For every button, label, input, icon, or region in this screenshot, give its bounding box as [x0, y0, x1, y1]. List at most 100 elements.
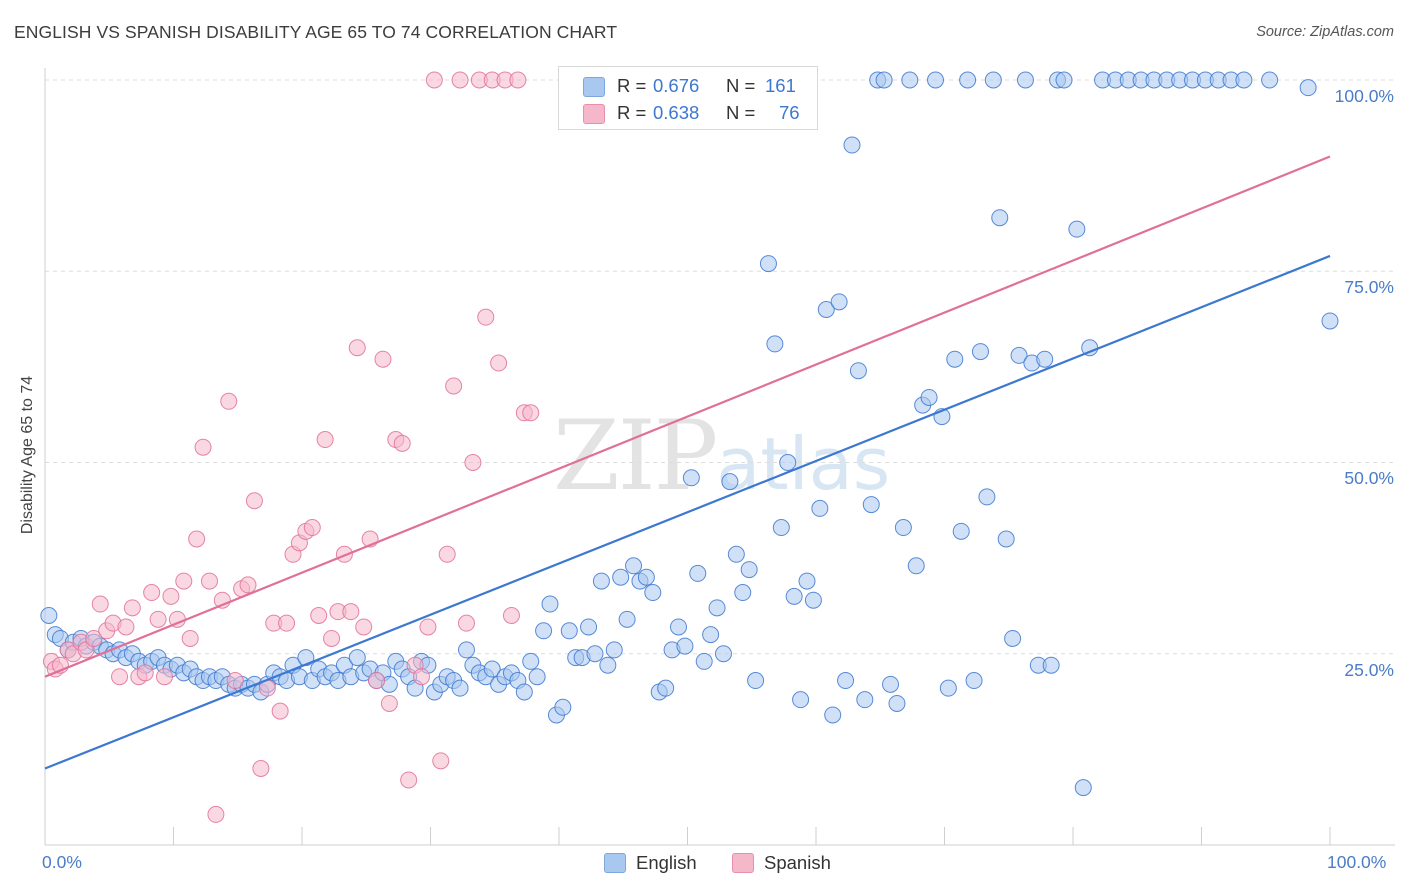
- spanish-point: [425, 71, 443, 89]
- watermark-atlas: atlas: [716, 422, 891, 506]
- english-point: [882, 675, 900, 693]
- english-legend-swatch: [604, 853, 626, 873]
- english-point: [965, 672, 983, 690]
- spanish-point: [393, 434, 411, 452]
- spanish-point: [464, 454, 482, 471]
- spanish-point: [419, 618, 437, 636]
- english-point: [888, 694, 906, 712]
- spanish-point: [457, 614, 475, 632]
- english-point: [1016, 71, 1034, 89]
- spanish-point: [143, 584, 161, 602]
- spanish-point: [432, 752, 450, 770]
- english-point: [785, 587, 803, 605]
- english-point: [997, 530, 1015, 548]
- english-point: [457, 641, 475, 659]
- english-point: [1074, 779, 1092, 797]
- english-point: [939, 679, 957, 697]
- english-point: [515, 683, 533, 701]
- english-point: [927, 71, 945, 89]
- spanish-point: [136, 664, 154, 682]
- spanish-point: [323, 629, 341, 647]
- english-point: [1299, 79, 1317, 97]
- english-point: [804, 591, 822, 609]
- english-point: [708, 599, 726, 617]
- english-point: [894, 519, 912, 537]
- english-point: [670, 618, 688, 636]
- english-point: [618, 610, 636, 628]
- axes: [44, 68, 1395, 846]
- english-point: [817, 301, 835, 318]
- spanish-point: [413, 668, 431, 686]
- spanish-point: [200, 572, 218, 590]
- english-point: [637, 568, 655, 586]
- english-point: [676, 637, 694, 655]
- spanish-point: [368, 672, 386, 690]
- spanish-trend-line: [44, 155, 1331, 678]
- english-point: [875, 71, 893, 89]
- english-point: [625, 557, 643, 575]
- english-legend-label: English: [636, 852, 697, 873]
- spanish-point: [374, 350, 392, 368]
- english-trend-line: [44, 254, 1331, 770]
- spanish-point: [188, 530, 206, 548]
- english-point: [644, 584, 662, 602]
- english-point: [522, 652, 540, 670]
- spanish-point: [490, 354, 508, 372]
- english-point: [1321, 312, 1339, 330]
- english-point: [991, 209, 1009, 227]
- spanish-point: [451, 71, 469, 89]
- english-point: [759, 255, 777, 273]
- spanish-point: [239, 576, 257, 594]
- spanish-point: [123, 599, 141, 617]
- spanish-n-value: 76: [779, 102, 800, 123]
- x-tick-label-max: 100.0%: [1327, 852, 1387, 872]
- english-point: [40, 607, 58, 624]
- spanish-point: [380, 694, 398, 712]
- spanish-point: [181, 629, 199, 647]
- english-point: [451, 679, 469, 697]
- english-point: [734, 584, 752, 602]
- english-point: [779, 454, 797, 471]
- spanish-point: [252, 760, 270, 777]
- spanish-point: [162, 587, 180, 605]
- english-point: [605, 641, 623, 659]
- watermark: ZIPatlas: [553, 400, 890, 512]
- y-axis-label: Disability Age 65 to 74: [19, 375, 36, 535]
- legend: R = 0.676 N = 161 R = 0.638 N = 76: [558, 66, 818, 130]
- spanish-r-label: R =: [617, 102, 647, 123]
- watermark-zip: ZIP: [553, 400, 718, 512]
- spanish-point: [303, 519, 321, 537]
- english-point: [798, 572, 816, 590]
- english-point: [689, 564, 707, 582]
- spanish-point: [245, 492, 263, 510]
- spanish-point: [522, 404, 540, 422]
- english-point: [541, 595, 559, 613]
- spanish-swatch: [583, 104, 605, 124]
- english-point: [1235, 71, 1253, 89]
- spanish-point: [502, 607, 520, 624]
- spanish-point: [400, 771, 418, 789]
- english-point: [1010, 346, 1028, 364]
- english-point: [1004, 629, 1022, 647]
- english-point: [984, 71, 1002, 89]
- english-point: [824, 706, 842, 724]
- spanish-point: [278, 614, 296, 632]
- english-point: [856, 691, 874, 709]
- spanish-point: [207, 805, 225, 823]
- english-point: [1261, 71, 1279, 89]
- english-point: [560, 622, 578, 640]
- english-r-value: 0.676: [653, 75, 700, 96]
- english-point: [920, 388, 938, 406]
- english-point: [1055, 71, 1073, 89]
- spanish-point: [438, 545, 456, 563]
- english-point: [1042, 656, 1060, 674]
- spanish-point: [117, 618, 135, 636]
- spanish-point: [194, 438, 212, 456]
- english-point: [952, 522, 970, 540]
- y-tick-label-25: 25.0%: [1344, 660, 1394, 680]
- english-point: [811, 499, 829, 517]
- spanish-point: [111, 668, 129, 686]
- english-point: [586, 645, 604, 663]
- english-point: [766, 335, 784, 353]
- english-point: [714, 645, 732, 663]
